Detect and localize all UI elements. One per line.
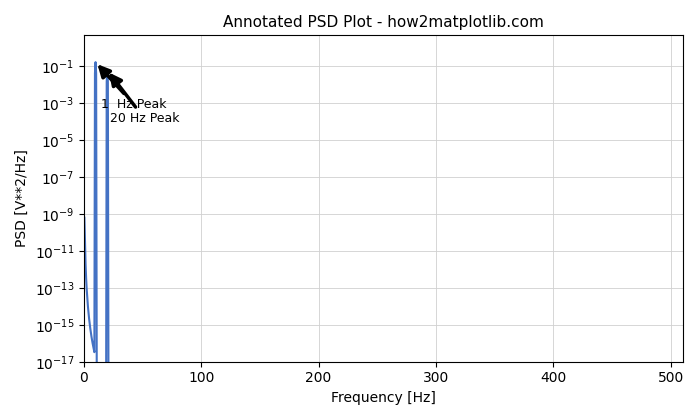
Title: Annotated PSD Plot - how2matplotlib.com: Annotated PSD Plot - how2matplotlib.com [223,15,544,30]
Y-axis label: PSD [V**2/Hz]: PSD [V**2/Hz] [15,150,29,247]
Text: 1  Hz Peak: 1 Hz Peak [100,67,167,111]
Text: 20 Hz Peak: 20 Hz Peak [110,76,179,125]
X-axis label: Frequency [Hz]: Frequency [Hz] [330,391,435,405]
